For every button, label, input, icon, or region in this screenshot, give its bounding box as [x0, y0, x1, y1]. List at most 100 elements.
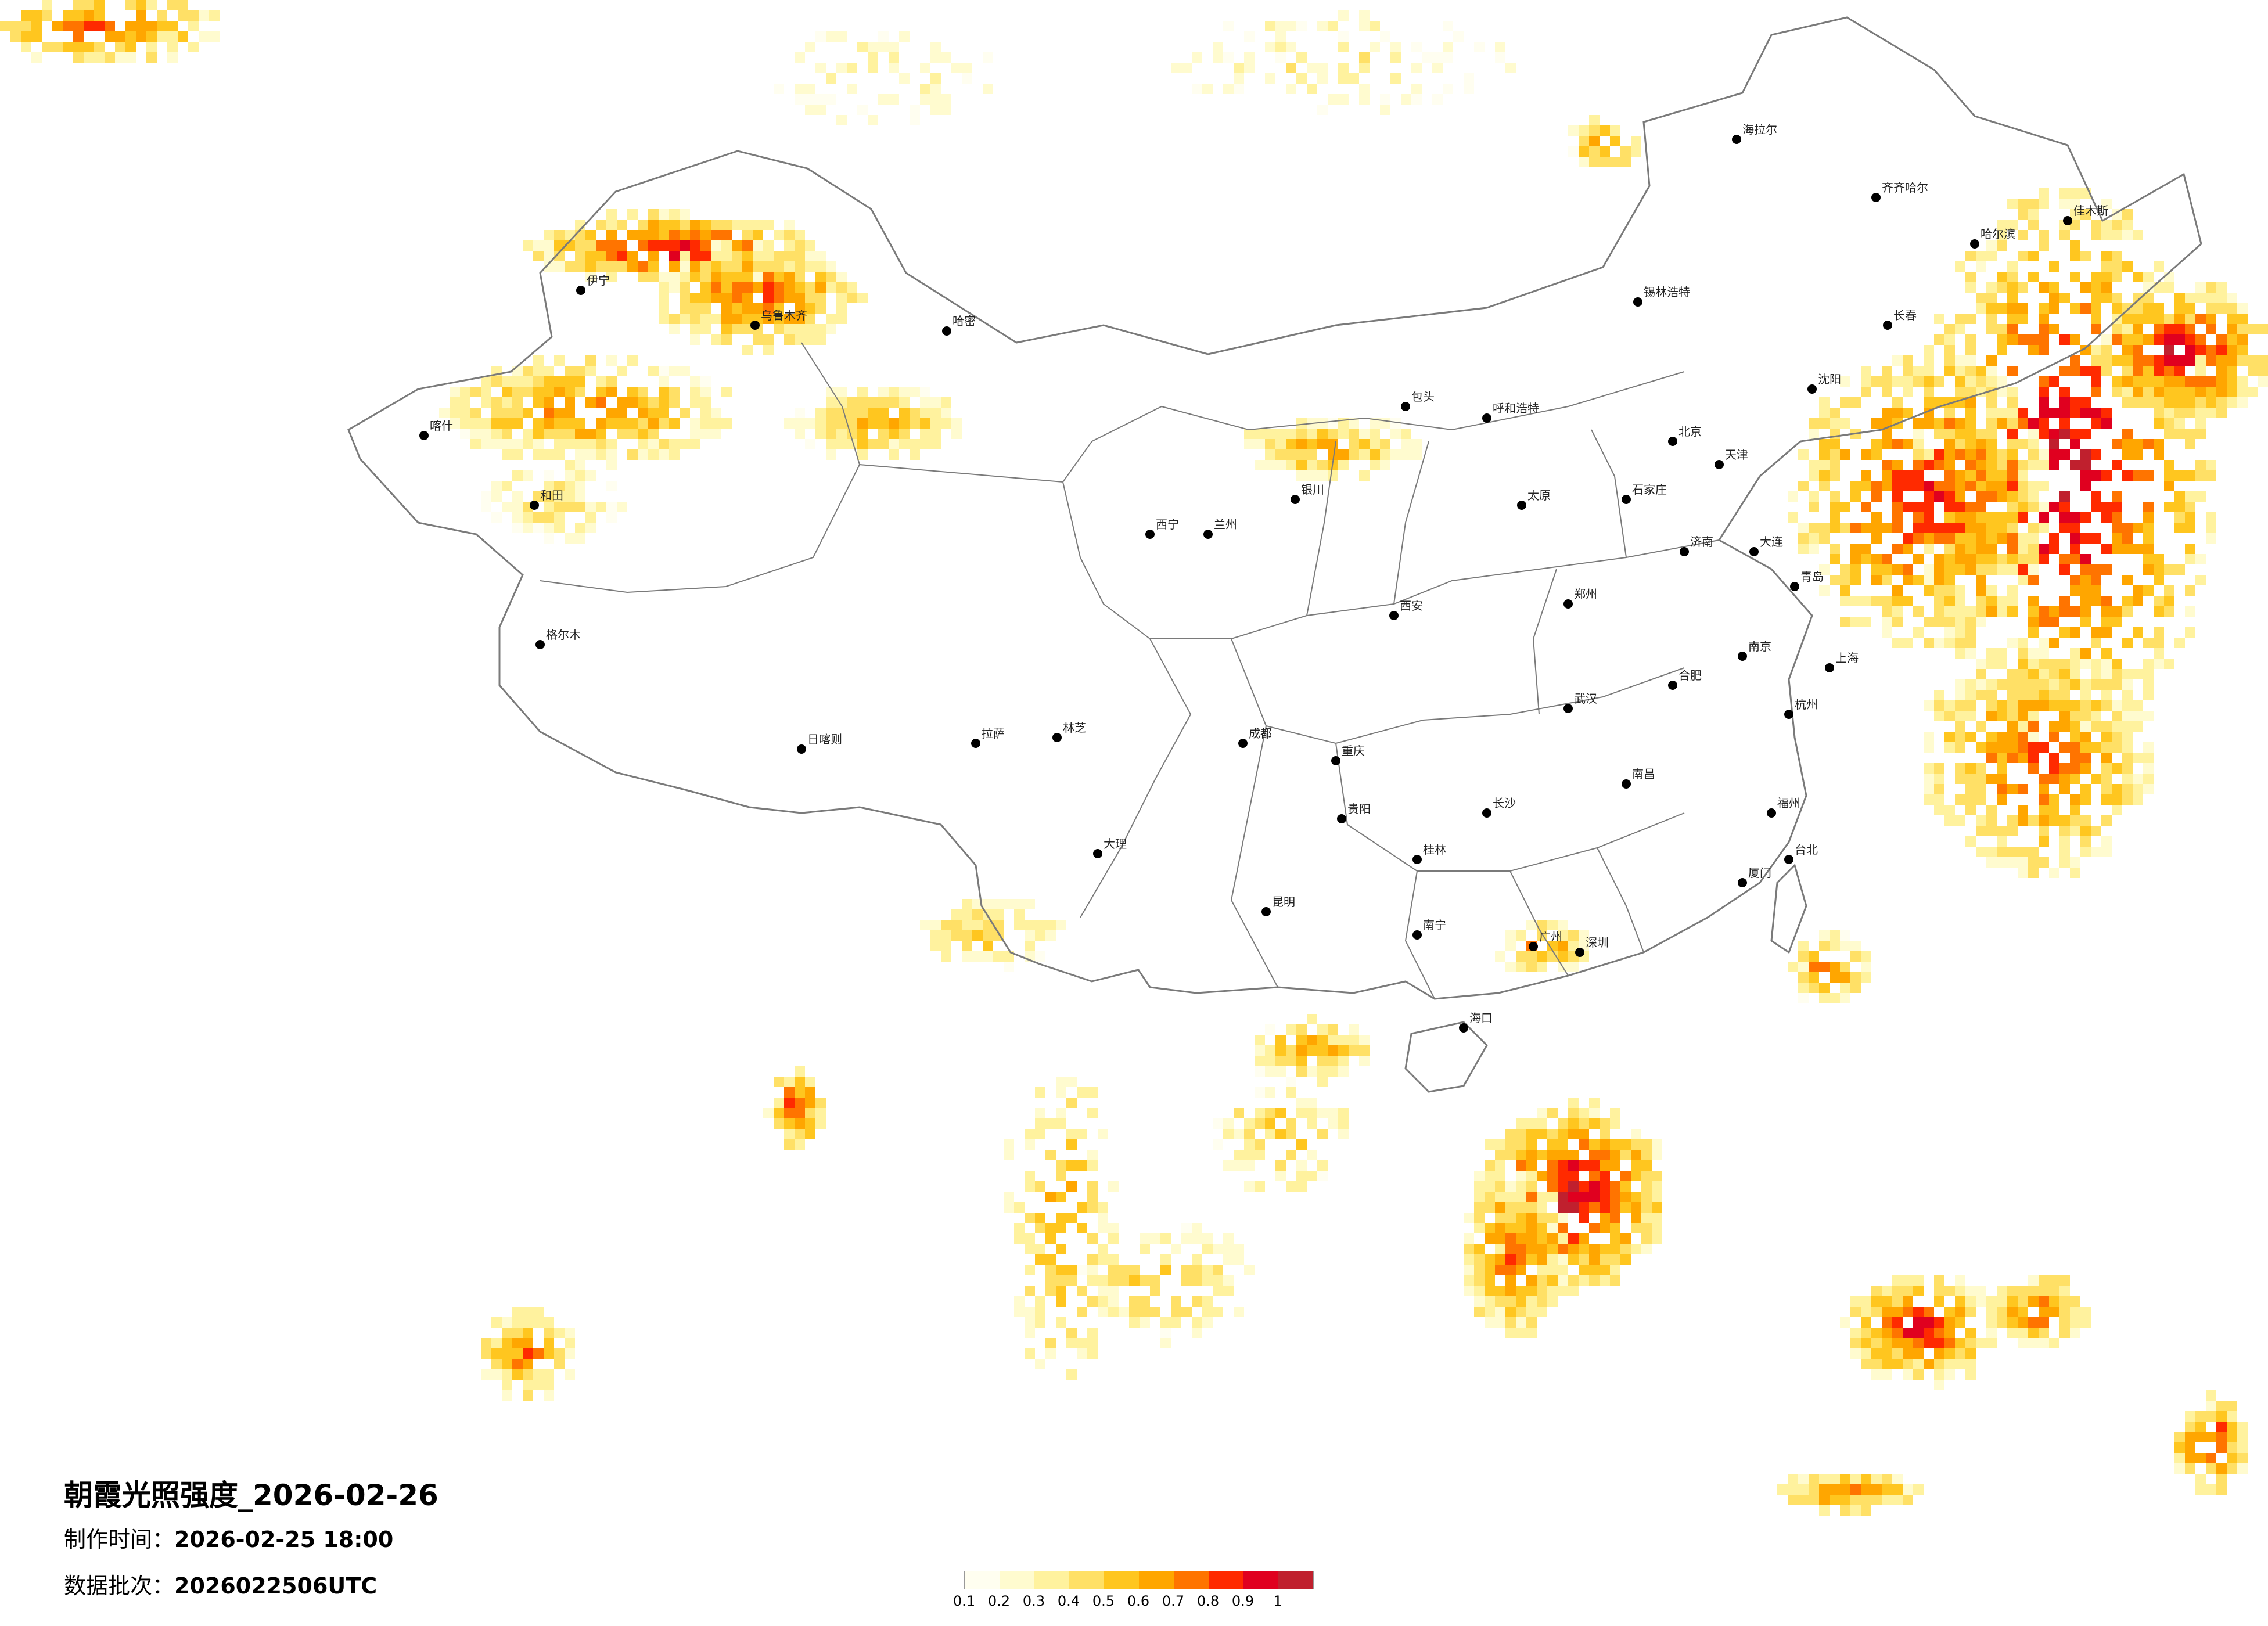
heat-cell	[2185, 1442, 2195, 1453]
heat-cell	[1871, 1495, 1882, 1505]
heat-cell	[585, 470, 596, 481]
heat-cell	[1913, 533, 1924, 544]
heat-cell	[1913, 1307, 1924, 1317]
heat-cell	[1620, 157, 1631, 167]
heat-cell	[1579, 930, 1589, 941]
heat-cell	[1025, 1129, 1035, 1139]
heat-cell	[1913, 627, 1924, 638]
heat-cell	[1045, 1286, 1056, 1296]
heat-cell	[2039, 1307, 2049, 1317]
heat-cell	[1903, 564, 1913, 575]
heat-cell	[1516, 1254, 1526, 1265]
heat-cell	[1579, 1108, 1589, 1118]
heat-cell	[2059, 523, 2070, 533]
heat-cell	[1986, 1317, 1997, 1328]
heat-cell	[2070, 575, 2080, 585]
heat-cell	[2080, 711, 2091, 721]
heat-cell	[1516, 951, 1526, 962]
heat-cell	[1861, 1484, 1871, 1495]
heat-cell	[1056, 1160, 1066, 1171]
heat-cell	[700, 429, 711, 439]
heat-cell	[1997, 679, 2007, 690]
heat-cell	[2195, 355, 2206, 366]
heat-cell	[2143, 554, 2154, 564]
heat-cell	[2091, 847, 2101, 857]
heat-cell	[1830, 941, 1840, 951]
heat-cell	[1589, 1275, 1600, 1286]
heat-cell	[1066, 1338, 1077, 1348]
heat-cell	[2059, 199, 2070, 209]
heat-cell	[1997, 1296, 2007, 1307]
heat-cell	[1840, 564, 1850, 575]
heat-cell	[2080, 481, 2091, 491]
heat-cell	[2112, 533, 2122, 544]
heat-cell	[1976, 815, 1986, 826]
heat-cell	[1840, 449, 1850, 460]
heat-cell	[2216, 397, 2227, 408]
heat-cell	[2007, 220, 2018, 230]
heat-cell	[648, 418, 659, 429]
heat-cell	[2154, 627, 2164, 638]
heat-cell	[2195, 554, 2206, 564]
heat-cell	[1965, 679, 1976, 690]
heat-cell	[1286, 439, 1296, 449]
heat-cell	[544, 397, 554, 408]
heat-cell	[1579, 1265, 1589, 1275]
heat-cell	[2028, 418, 2039, 429]
heat-cell	[565, 429, 575, 439]
heat-cell	[1777, 1484, 1788, 1495]
heat-cell	[2059, 606, 2070, 617]
heat-cell	[2143, 272, 2154, 282]
heat-cell	[1840, 575, 1850, 585]
heat-cell	[1558, 1213, 1568, 1223]
heat-cell	[857, 429, 868, 439]
heat-cell	[2112, 617, 2122, 627]
heat-cell	[2143, 711, 2154, 721]
heat-cell	[1568, 1171, 1579, 1181]
heat-cell	[1150, 1233, 1160, 1244]
heat-cell	[1066, 1160, 1077, 1171]
heat-cell	[1558, 1171, 1568, 1181]
heat-cell	[1903, 439, 1913, 449]
heat-cell	[1652, 1192, 1662, 1202]
heat-cell	[2059, 502, 2070, 512]
heat-cell	[1850, 1484, 1861, 1495]
heat-cell	[2164, 596, 2174, 606]
heat-cell	[2080, 282, 2091, 293]
heat-cell	[2101, 512, 2112, 523]
heat-cell	[732, 282, 742, 293]
heat-cell	[1620, 1244, 1631, 1254]
heat-cell	[2018, 533, 2028, 544]
heat-cell	[1610, 1275, 1620, 1286]
heat-cell	[1840, 993, 1850, 1003]
heat-cell	[1850, 523, 1861, 533]
heat-cell	[1620, 1181, 1631, 1192]
heat-cell	[1610, 1150, 1620, 1160]
heat-cell	[857, 439, 868, 449]
heat-cell	[815, 1118, 826, 1129]
heat-cell	[774, 1098, 784, 1108]
heat-cell	[2018, 732, 2028, 742]
heat-cell	[1892, 1328, 1903, 1338]
heat-cell	[2101, 732, 2112, 742]
heat-cell	[1965, 638, 1976, 648]
heat-cell	[1934, 585, 1944, 596]
heat-cell	[1338, 460, 1349, 470]
heat-cell	[2091, 774, 2101, 784]
heat-cell	[2112, 491, 2122, 502]
heat-cell	[596, 376, 606, 387]
heat-cell	[763, 261, 774, 272]
heat-cell	[1558, 920, 1568, 930]
heat-cell	[512, 366, 523, 376]
heat-cell	[1610, 125, 1620, 136]
heat-cell	[1955, 1296, 1965, 1307]
heat-cell	[2007, 502, 2018, 512]
heat-cell	[805, 1118, 815, 1129]
heat-cell	[1014, 1296, 1025, 1307]
heat-cell	[1495, 1171, 1505, 1181]
heat-cell	[774, 293, 784, 303]
heat-cell	[1610, 1202, 1620, 1213]
heat-cell	[1045, 1338, 1056, 1348]
heat-cell	[1892, 1495, 1903, 1505]
heat-cell	[2185, 1432, 2195, 1442]
